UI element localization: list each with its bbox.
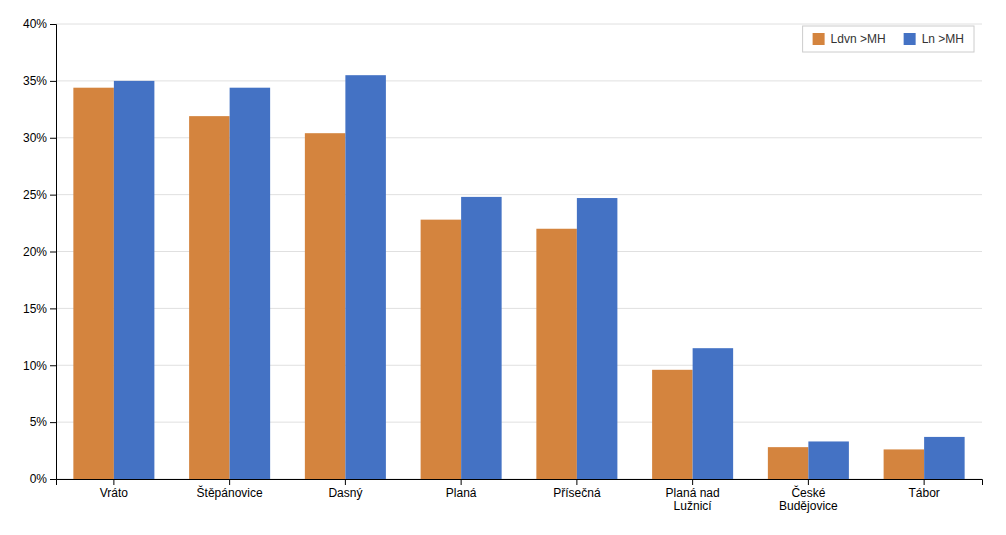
chart: 0% 5% 10% 15% 20% 25% 30% 35% 40% Vráto Štěpánovic… [0,0,1006,535]
y-tick: 0% [30,472,56,486]
y-tick-label: 5% [30,415,48,429]
y-tick-mark [50,365,56,366]
legend-item: Ln >MH [904,32,964,46]
legend-item: Ldvn >MH [813,32,886,46]
x-tick: Vráto [100,479,129,500]
y-tick-mark [50,195,56,196]
x-tick-label-line: Planá [446,486,477,500]
bar [536,229,577,479]
x-tick-label: Přísečná [553,486,601,500]
y-tick-label: 25% [23,188,47,202]
bar [73,88,114,479]
bar [114,81,155,479]
x-tick-label-line: Planá nad [666,486,720,500]
bar [808,441,849,479]
grid-line [56,24,982,25]
y-tick: 20% [23,245,56,259]
x-tick-label-line: Lužnicí [674,499,713,513]
y-tick-label: 35% [23,74,47,88]
x-tick: Planá nadLužnicí [666,479,720,513]
legend: Ldvn >MH Ln >MH [803,26,974,52]
bar-series [114,75,965,479]
bar [577,198,618,479]
y-tick: 40% [23,17,56,31]
x-tick-label-line: Vráto [100,486,129,500]
y-tick-mark [50,252,56,253]
y-tick-mark [50,479,56,480]
x-tick-label-line: Štěpánovice [197,485,263,500]
y-tick: 35% [23,74,56,88]
bar [461,197,502,479]
x-tick: Tábor [908,479,939,500]
bar [305,133,346,479]
y-tick: 5% [30,415,56,429]
y-tick: 10% [23,359,56,373]
x-tick-mark [345,479,346,485]
y-tick: 30% [23,131,56,145]
y-tick-mark [50,308,56,309]
x-tick-mark [461,479,462,485]
x-tick-mark [808,479,809,485]
bar [421,220,462,479]
y-tick-label: 30% [23,131,47,145]
y-tick-mark [50,81,56,82]
x-tick-mark [692,479,693,485]
x-tick-mark [576,479,577,485]
y-tick-mark [50,422,56,423]
x-tick-label-line: Přísečná [553,486,601,500]
bar [768,447,809,479]
x-tick: Dasný [328,479,362,500]
x-axis-line [57,480,983,486]
bar [345,75,386,479]
x-tick-label-line: Tábor [908,486,939,500]
x-tick: Planá [446,479,477,500]
x-tick-label: Dasný [328,486,362,500]
x-tick-label-line: Budějovice [779,499,838,513]
x-tick-label: Tábor [908,486,939,500]
y-axis: 0% 5% 10% 15% 20% 25% 30% 35% 40% [23,17,57,486]
y-tick-label: 20% [23,245,47,259]
y-tick: 25% [23,188,56,202]
x-tick-mark [229,479,230,485]
y-tick-label: 40% [23,17,47,31]
y-tick-mark [50,24,56,25]
x-tick-mark [924,479,925,485]
grid-line [56,80,982,81]
bar-series [73,88,924,479]
x-tick: ČeskéBudějovice [779,479,838,513]
y-axis-line [50,25,57,480]
bar [693,348,734,479]
x-tick: Štěpánovice [197,479,263,500]
x-tick-label-line: Dasný [328,486,362,500]
bars [73,75,964,479]
x-tick-label: Planá [446,486,477,500]
bar [230,88,271,479]
x-tick-label: ČeskéBudějovice [779,485,838,514]
legend-swatch [813,33,825,45]
bar [189,116,230,479]
x-axis: Vráto Štěpánovice Dasný Planá Přísečná Planá … [57,479,983,513]
plot: 0% 5% 10% 15% 20% 25% 30% 35% 40% Vráto Štěpánovic… [23,17,983,513]
x-tick: Přísečná [553,479,601,500]
bar [652,370,693,479]
x-tick-label-line: České [791,485,825,500]
y-tick: 15% [23,302,56,316]
legend-label: Ldvn >MH [831,32,886,46]
x-tick-label: Planá nadLužnicí [666,486,720,514]
legend-label: Ln >MH [922,32,964,46]
bar [924,437,965,479]
y-tick-mark [50,138,56,139]
x-tick-mark [113,479,114,485]
legend-box [803,26,974,52]
x-tick-label: Vráto [100,486,129,500]
x-tick-label: Štěpánovice [197,485,263,500]
legend-swatch [904,33,916,45]
bar [884,449,925,479]
y-tick-label: 10% [23,359,47,373]
grid [56,24,982,479]
y-tick-label: 0% [30,472,48,486]
y-tick-label: 15% [23,302,47,316]
